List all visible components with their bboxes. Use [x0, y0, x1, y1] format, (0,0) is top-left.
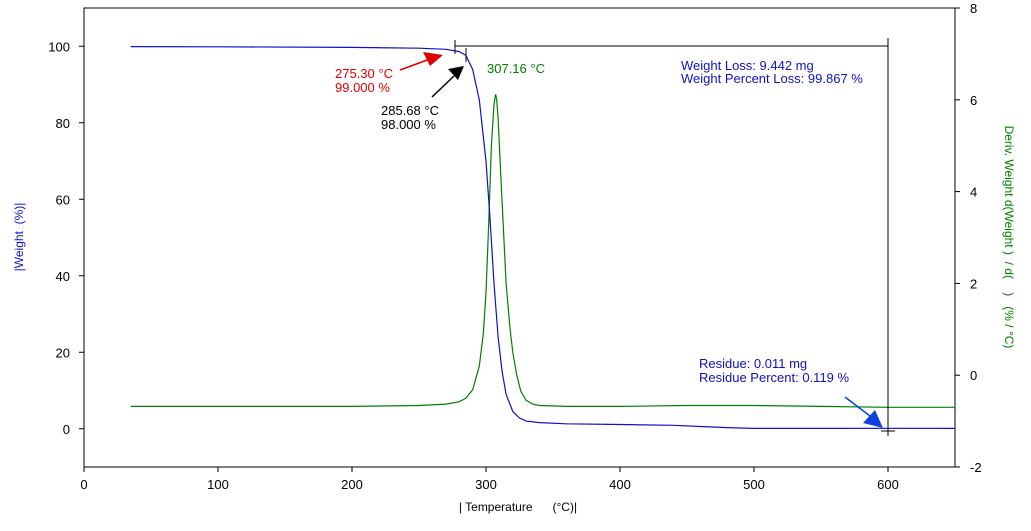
x-tick-label: 600 — [877, 477, 899, 492]
red-arrow-head — [423, 52, 443, 66]
onset2-pct-label: 98.000 % — [381, 117, 436, 132]
right-y-tick-label: 4 — [970, 185, 977, 200]
right-y-axis-title: Deriv. Weight d(Weight ) / d( ) (% / °C) — [1002, 126, 1016, 349]
x-tick-label: 200 — [341, 477, 363, 492]
x-tick-label: 0 — [80, 477, 87, 492]
weight-loss-label: Weight Loss: 9.442 mg — [681, 58, 814, 73]
left-y-tick-label: 20 — [56, 345, 70, 360]
black-arrow-shaft — [431, 75, 455, 98]
right-y-tick-label: 0 — [970, 368, 977, 383]
peak-temp-label: 307.16 °C — [487, 61, 545, 76]
blue-arrow-shaft — [844, 396, 871, 417]
blue-arrow-head — [863, 410, 883, 428]
onset1-temp-label: 275.30 °C — [335, 66, 393, 81]
left-y-tick-label: 60 — [56, 192, 70, 207]
left-y-axis-title: |Weight (%)| — [12, 203, 26, 272]
onset2-temp-label: 285.68 °C — [381, 103, 439, 118]
red-arrow-shaft — [399, 58, 431, 71]
x-tick-label: 400 — [609, 477, 631, 492]
onset1-pct-label: 99.000 % — [335, 80, 390, 95]
left-y-tick-label: 40 — [56, 269, 70, 284]
left-y-axis-ticks: 0 20 40 60 80 100 — [48, 39, 84, 437]
x-tick-label: 300 — [475, 477, 497, 492]
left-y-tick-label: 80 — [56, 116, 70, 131]
right-y-axis-ticks: -2 0 2 4 6 8 — [955, 1, 982, 475]
derivative-weight-line — [130, 94, 955, 408]
plot-area — [83, 7, 956, 468]
residue-label: Residue: 0.011 mg — [699, 356, 807, 371]
right-y-tick-label: 2 — [970, 276, 977, 291]
left-y-tick-label: 0 — [63, 422, 70, 437]
left-y-tick-label: 100 — [48, 39, 70, 54]
x-tick-label: 500 — [743, 477, 765, 492]
weight-percent-loss-label: Weight Percent Loss: 99.867 % — [681, 71, 863, 86]
x-tick-label: 100 — [207, 477, 229, 492]
right-y-tick-label: 8 — [970, 1, 977, 16]
right-y-tick-label: 6 — [970, 93, 977, 108]
x-axis-title: | Temperature (°C)| — [459, 500, 577, 514]
x-axis-ticks: 0 100 200 300 400 500 600 — [80, 467, 899, 492]
right-y-tick-label: -2 — [970, 460, 982, 475]
residue-percent-label: Residue Percent: 0.119 % — [699, 370, 850, 385]
black-arrow-head — [448, 66, 464, 80]
